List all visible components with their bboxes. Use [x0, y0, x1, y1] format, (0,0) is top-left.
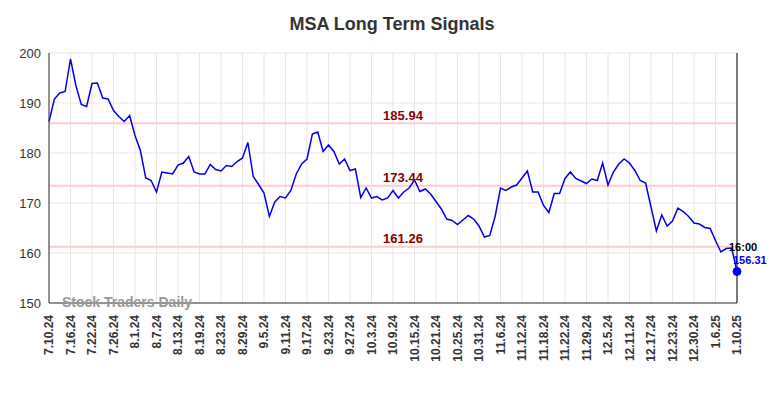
svg-text:8.7.24: 8.7.24	[150, 315, 164, 349]
svg-text:1.10.25: 1.10.25	[730, 315, 744, 355]
svg-text:12.5.24: 12.5.24	[601, 315, 615, 355]
svg-text:7.16.24: 7.16.24	[64, 315, 78, 355]
svg-text:180: 180	[19, 146, 41, 161]
svg-text:173.44: 173.44	[383, 170, 424, 185]
html-text:Stock Traders Daily: Stock Traders Daily	[62, 294, 192, 310]
svg-text:185.94: 185.94	[383, 108, 424, 123]
svg-text:8.1.24: 8.1.24	[128, 315, 142, 349]
svg-text:7.10.24: 7.10.24	[42, 315, 56, 355]
svg-text:11.18.24: 11.18.24	[537, 315, 551, 361]
svg-text:12.11.24: 12.11.24	[623, 315, 637, 361]
svg-text:9.17.24: 9.17.24	[300, 315, 314, 355]
svg-text:10.15.24: 10.15.24	[408, 315, 422, 362]
svg-text:156.31: 156.31	[733, 254, 767, 266]
svg-text:8.19.24: 8.19.24	[193, 315, 207, 355]
svg-text:11.12.24: 11.12.24	[515, 315, 529, 361]
svg-text:10.21.24: 10.21.24	[429, 315, 443, 362]
svg-text:8.23.24: 8.23.24	[214, 315, 228, 355]
html-text:MSA Long Term Signals: MSA Long Term Signals	[289, 14, 495, 34]
svg-text:8.29.24: 8.29.24	[236, 315, 250, 355]
svg-text:7.26.24: 7.26.24	[107, 315, 121, 355]
svg-text:9.23.24: 9.23.24	[322, 315, 336, 355]
svg-text:12.23.24: 12.23.24	[666, 315, 680, 362]
svg-text:12.30.24: 12.30.24	[687, 315, 701, 362]
svg-text:10.25.24: 10.25.24	[451, 315, 465, 362]
svg-text:10.3.24: 10.3.24	[365, 315, 379, 355]
svg-text:200: 200	[19, 46, 41, 61]
svg-text:11.29.24: 11.29.24	[580, 315, 594, 361]
svg-text:10.9.24: 10.9.24	[386, 315, 400, 355]
svg-text:161.26: 161.26	[383, 231, 423, 246]
svg-text:9.11.24: 9.11.24	[279, 315, 293, 355]
svg-text:160: 160	[19, 246, 41, 261]
svg-text:7.22.24: 7.22.24	[85, 315, 99, 355]
svg-text:9.5.24: 9.5.24	[257, 315, 271, 349]
svg-text:190: 190	[19, 96, 41, 111]
svg-text:16:00: 16:00	[729, 241, 757, 253]
svg-text:12.17.24: 12.17.24	[644, 315, 658, 362]
svg-text:150: 150	[19, 296, 41, 311]
svg-text:10.31.24: 10.31.24	[472, 315, 486, 362]
svg-text:11.22.24: 11.22.24	[558, 315, 572, 361]
svg-text:170: 170	[19, 196, 41, 211]
svg-text:9.27.24: 9.27.24	[343, 315, 357, 355]
svg-text:8.13.24: 8.13.24	[171, 315, 185, 355]
svg-text:1.6.25: 1.6.25	[709, 315, 723, 349]
svg-text:11.6.24: 11.6.24	[494, 315, 508, 355]
